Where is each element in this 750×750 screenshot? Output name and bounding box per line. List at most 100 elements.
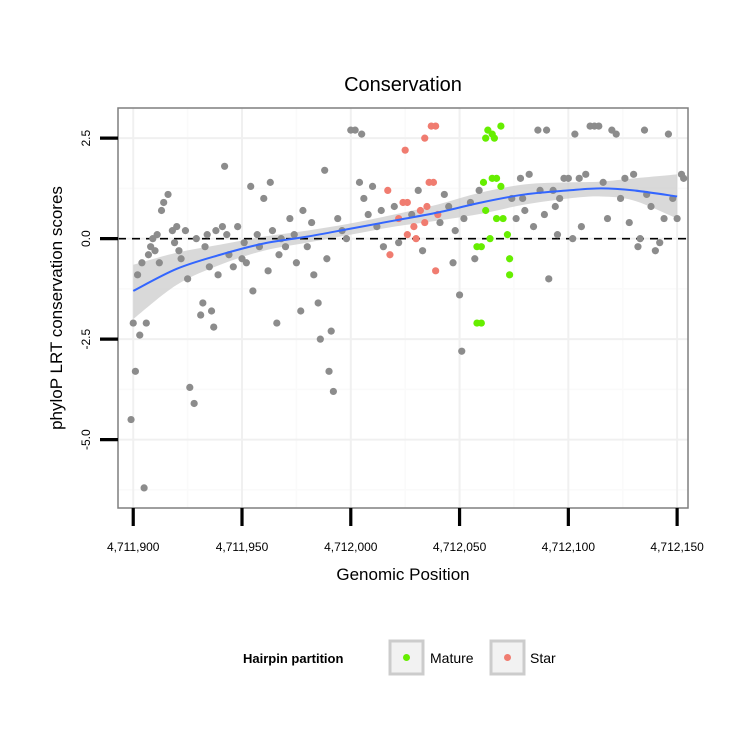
data-point-other: [553, 231, 562, 239]
data-point-other: [205, 263, 213, 271]
data-point-other: [460, 214, 468, 223]
data-point-mature: [479, 178, 488, 186]
legend-item-star[interactable]: Star: [489, 639, 556, 676]
data-point-other: [173, 222, 181, 231]
data-point-other: [142, 319, 150, 327]
x-tick-label: 4,712,100: [542, 540, 596, 554]
data-point-other: [377, 206, 385, 215]
x-tick-label: 4,712,050: [433, 540, 487, 554]
data-point-other: [342, 235, 351, 243]
data-point-other: [390, 202, 398, 211]
x-axis-label: Genomic Position: [336, 565, 469, 584]
data-point-other: [138, 259, 146, 267]
data-point-other: [418, 247, 427, 255]
data-point-other: [445, 202, 453, 211]
data-point-other: [192, 235, 200, 243]
data-point-star: [421, 134, 429, 142]
data-point-star: [403, 231, 411, 239]
data-point-star: [432, 122, 440, 130]
data-point-other: [140, 484, 148, 492]
data-point-other: [223, 231, 231, 239]
data-point-mature: [490, 134, 498, 142]
data-point-other: [290, 231, 298, 239]
data-point-other: [471, 255, 479, 263]
data-point-other: [242, 259, 250, 267]
data-point-star: [386, 251, 394, 259]
data-point-other: [621, 174, 629, 182]
data-point-other: [131, 367, 140, 375]
x-axis: 4,711,900 4,711,950 4,712,000 4,712,050 4,71…: [107, 508, 704, 554]
data-point-other: [249, 287, 257, 295]
data-point-star: [401, 146, 409, 154]
data-point-other: [656, 239, 664, 247]
data-point-other: [647, 202, 655, 211]
data-point-star: [429, 178, 438, 186]
data-point-other: [540, 210, 549, 219]
data-point-other: [221, 162, 229, 170]
data-point-other: [264, 267, 272, 275]
data-point-other: [556, 194, 564, 203]
data-point-other: [436, 218, 444, 227]
data-point-star: [421, 218, 429, 227]
data-point-other: [157, 206, 166, 215]
data-point-other: [551, 202, 559, 211]
smooth-line-layer: [132, 187, 678, 292]
plot-panel-border: [117, 107, 689, 509]
data-point-other: [199, 299, 207, 307]
data-point-other: [582, 170, 590, 178]
data-point-other: [286, 214, 294, 223]
data-point-other: [449, 259, 457, 267]
plot-panel-background: [118, 108, 688, 508]
data-point-other: [616, 194, 625, 203]
data-point-other: [451, 227, 459, 235]
x-tick-label: 4,711,950: [216, 540, 269, 554]
data-point-mature: [482, 206, 490, 215]
data-point-other: [207, 307, 216, 315]
data-point-other: [516, 174, 525, 182]
legend-item-mature[interactable]: Mature: [388, 639, 474, 676]
y-axis: 2.5 0.0 -2.5 -5.0: [79, 129, 118, 450]
data-point-star: [403, 198, 411, 207]
data-point-other: [542, 126, 551, 134]
data-point-other: [247, 182, 255, 190]
data-point-other: [379, 243, 388, 251]
data-point-other: [160, 198, 168, 207]
data-point-other: [630, 170, 638, 178]
data-point-other: [612, 130, 620, 138]
data-point-other: [634, 243, 642, 251]
legend: Hairpin partition Mature Star: [243, 639, 556, 676]
data-point-mature: [486, 235, 494, 243]
data-point-other: [564, 174, 572, 182]
data-point-other: [240, 239, 248, 247]
data-point-mature: [477, 243, 485, 251]
data-point-other: [651, 247, 659, 255]
data-point-other: [603, 214, 612, 223]
x-tick-label: 4,711,900: [107, 540, 160, 554]
y-tick-label: 0.0: [79, 230, 93, 247]
data-point-star: [432, 267, 440, 275]
y-tick-label: 2.5: [79, 129, 93, 146]
legend-label-star: Star: [530, 650, 556, 666]
y-tick-label: -2.5: [79, 328, 93, 349]
data-point-mature: [492, 174, 501, 182]
data-point-other: [197, 311, 205, 319]
data-point-other: [640, 126, 649, 134]
data-point-other: [177, 255, 185, 263]
data-point-other: [292, 259, 300, 267]
data-point-other: [133, 271, 142, 279]
data-point-other: [214, 271, 222, 279]
legend-marker-star: [504, 654, 511, 661]
data-point-other: [440, 190, 448, 199]
data-point-other: [127, 415, 135, 424]
data-point-mature: [499, 214, 507, 223]
data-point-other: [636, 235, 644, 243]
data-point-other: [321, 166, 329, 174]
data-point-other: [314, 299, 322, 307]
data-point-other: [525, 170, 533, 178]
data-point-other: [297, 307, 305, 315]
data-point-mature: [506, 271, 514, 279]
data-point-other: [186, 383, 194, 391]
smooth-fit-line: [132, 187, 678, 292]
data-point-other: [512, 214, 520, 223]
